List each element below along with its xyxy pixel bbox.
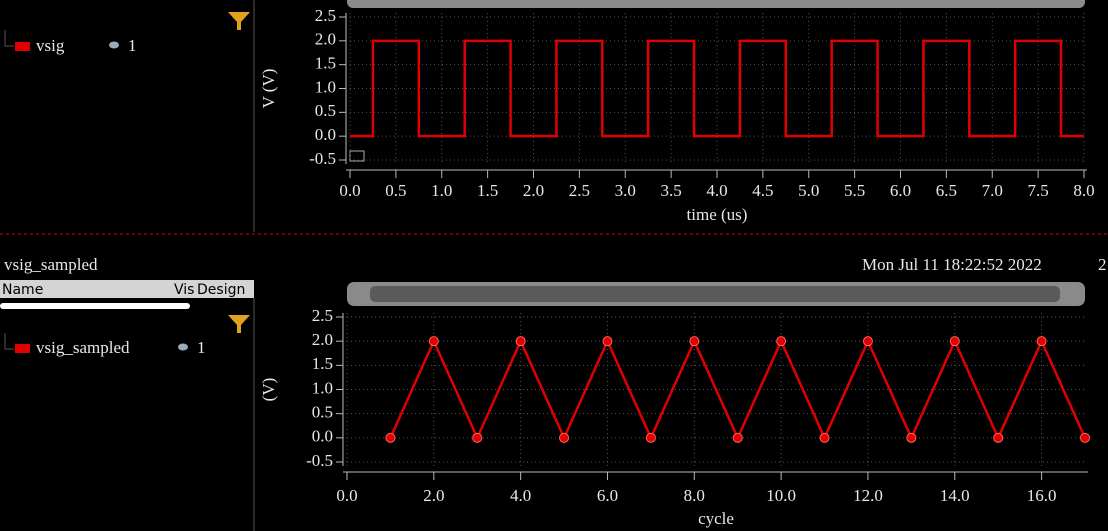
- marker: [862, 336, 873, 347]
- y-tick-label: 2.5: [312, 306, 333, 325]
- marker: [428, 336, 439, 347]
- column-name[interactable]: Name: [2, 282, 43, 298]
- marker: [949, 336, 960, 347]
- x-tick-label: 12.0: [853, 486, 883, 505]
- eye-icon[interactable]: [109, 41, 119, 49]
- y-tick-label: -0.5: [306, 451, 333, 470]
- x-axis-title: cycle: [698, 509, 734, 528]
- x-tick-label: 4.0: [706, 181, 727, 200]
- x-tick-label: 14.0: [940, 486, 970, 505]
- x-tick-label: 3.0: [615, 181, 636, 200]
- signal-color: [15, 344, 30, 353]
- marker: [515, 336, 526, 347]
- x-tick-label: 16.0: [1027, 486, 1057, 505]
- y-tick-label: 1.0: [315, 77, 336, 96]
- x-tick-label: 0.5: [385, 181, 406, 200]
- timestamp-cut: 2: [1098, 255, 1107, 274]
- x-tick-label: 0.0: [336, 486, 357, 505]
- y-tick-label: 0.0: [315, 125, 336, 144]
- marker: [819, 432, 830, 443]
- y-tick-label: 1.5: [312, 354, 333, 373]
- x-tick-label: 7.0: [982, 181, 1003, 200]
- x-tick-label: 7.5: [1028, 181, 1049, 200]
- x-tick-label: 8.0: [1073, 181, 1094, 200]
- x-tick-label: 0.0: [339, 181, 360, 200]
- marker: [776, 336, 787, 347]
- x-tick-label: 4.0: [510, 486, 531, 505]
- signal-name[interactable]: vsig_sampled: [36, 338, 130, 357]
- x-tick-label: 5.0: [798, 181, 819, 200]
- x-tick-label: 2.0: [423, 486, 444, 505]
- y-tick-label: 1.0: [312, 378, 333, 397]
- y-tick-label: 0.5: [312, 403, 333, 422]
- marker: [385, 432, 396, 443]
- play-icon[interactable]: [349, 150, 365, 162]
- marker: [472, 432, 483, 443]
- tree-line: [4, 333, 14, 350]
- y-axis-title: (V): [259, 378, 278, 402]
- scrollbar[interactable]: [0, 303, 190, 309]
- column-vis[interactable]: Vis: [174, 282, 194, 298]
- y-tick-label: 0.5: [315, 101, 336, 120]
- x-tick-label: 6.0: [890, 181, 911, 200]
- x-tick-label: 1.0: [431, 181, 452, 200]
- signal-name[interactable]: vsig: [36, 36, 65, 55]
- y-tick-label: 2.0: [312, 330, 333, 349]
- y-tick-label: 1.5: [315, 54, 336, 73]
- scroller-thumb[interactable]: [370, 286, 1060, 302]
- marker: [559, 432, 570, 443]
- x-axis-title: time (us): [687, 205, 748, 224]
- waveform: [350, 39, 1084, 138]
- x-tick-label: 6.0: [597, 486, 618, 505]
- marker: [906, 432, 917, 443]
- column-design[interactable]: Design: [197, 282, 245, 298]
- timestamp: Mon Jul 11 18:22:52 2022: [862, 255, 1042, 274]
- x-tick-label: 2.5: [569, 181, 590, 200]
- y-axis-title: V (V): [259, 69, 278, 109]
- eye-icon[interactable]: [178, 343, 188, 351]
- x-tick-label: 6.5: [936, 181, 957, 200]
- marker: [645, 432, 656, 443]
- tree-line: [4, 30, 14, 47]
- marker: [1036, 336, 1047, 347]
- signal-vis: 1: [197, 338, 206, 357]
- y-tick-label: 2.0: [315, 30, 336, 49]
- marker: [732, 432, 743, 443]
- panel-title: vsig_sampled: [4, 255, 98, 274]
- x-tick-label: 8.0: [684, 486, 705, 505]
- signal-vis: 1: [128, 36, 137, 55]
- marker: [602, 336, 613, 347]
- marker: [993, 432, 1004, 443]
- marker: [689, 336, 700, 347]
- filter-icon[interactable]: [228, 315, 250, 333]
- x-tick-label: 10.0: [766, 486, 796, 505]
- y-tick-label: -0.5: [309, 149, 336, 168]
- y-tick-label: 0.0: [312, 427, 333, 446]
- x-tick-label: 3.5: [661, 181, 682, 200]
- marker: [1080, 432, 1090, 443]
- x-tick-label: 1.5: [477, 181, 498, 200]
- x-tick-label: 4.5: [752, 181, 773, 200]
- x-tick-label: 5.5: [844, 181, 865, 200]
- signal-color: [15, 42, 30, 51]
- filter-icon[interactable]: [228, 12, 250, 30]
- y-tick-label: 2.5: [315, 6, 336, 25]
- x-tick-label: 2.0: [523, 181, 544, 200]
- column-header: [0, 280, 254, 298]
- scroller[interactable]: [347, 0, 1085, 8]
